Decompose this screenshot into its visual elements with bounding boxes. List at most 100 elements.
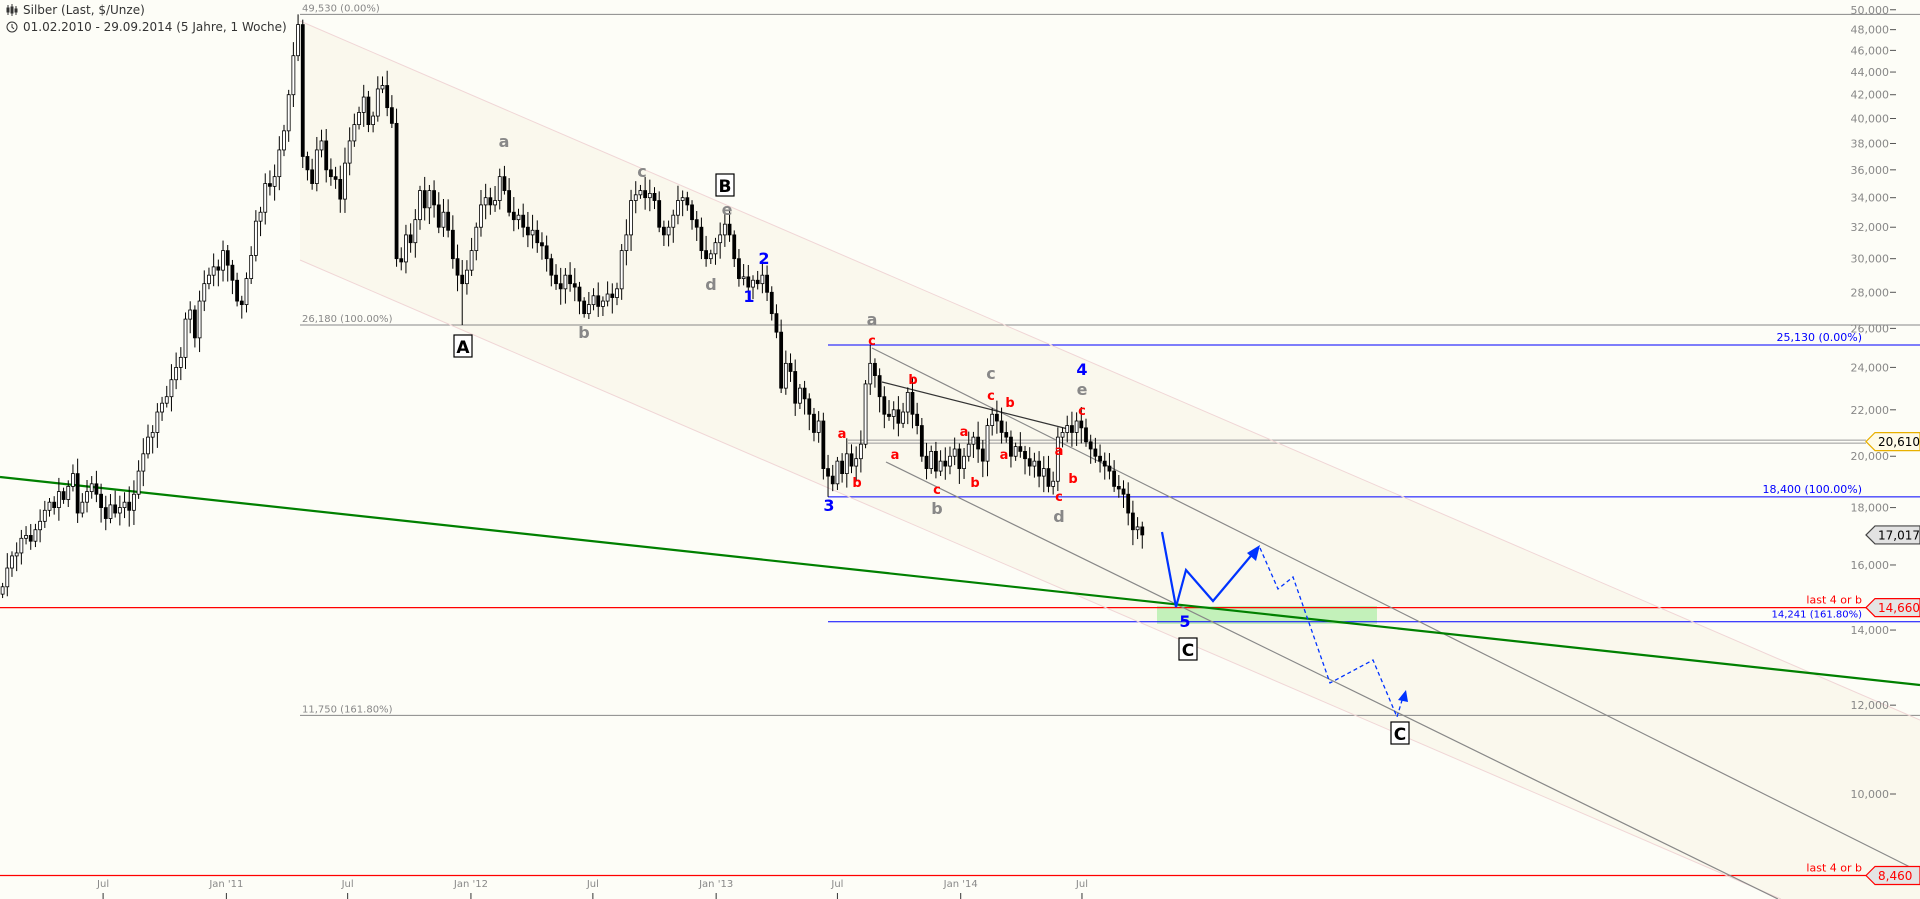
wave-label: c: [986, 364, 995, 383]
candle-body-down: [1140, 526, 1145, 536]
candle-body-up: [624, 234, 629, 252]
candle: [42, 500, 47, 528]
candle-body-down: [1084, 427, 1088, 443]
candle: [737, 249, 741, 287]
candle: [1140, 521, 1145, 549]
candle: [882, 386, 887, 429]
wave-label: 3: [823, 496, 834, 515]
y-axis-tick-label: 30,000: [1851, 253, 1890, 266]
candle-body-up: [483, 197, 488, 206]
candle-body-down: [366, 96, 371, 126]
candle: [929, 445, 934, 474]
candle: [14, 542, 19, 572]
candle: [638, 184, 643, 199]
candle-body-down: [216, 266, 221, 271]
candle-body-up: [178, 356, 183, 368]
candle: [718, 222, 723, 259]
wave-label: c: [1078, 404, 1086, 419]
fib-level-label: 26,180 (100.00%): [302, 314, 393, 325]
candle: [732, 230, 737, 267]
x-axis-tick-label: Jul: [586, 879, 599, 890]
candle-body-up: [10, 555, 14, 569]
candle: [774, 304, 779, 339]
candle-body-up: [591, 295, 596, 306]
candle-body-up: [5, 567, 10, 588]
candle-body-up: [258, 211, 263, 222]
wave-label: 5: [1179, 612, 1190, 631]
wave-label-box: [715, 173, 735, 197]
candle-body-down: [896, 409, 901, 424]
candle: [347, 127, 352, 176]
candle-body-down: [577, 286, 582, 302]
candle: [657, 191, 662, 233]
candle-body-up: [296, 24, 300, 57]
candle: [863, 380, 868, 449]
price-tag-label: 14,660: [1878, 601, 1920, 615]
candle-body-down: [1070, 425, 1074, 433]
y-axis-tick-label: 16,000: [1851, 559, 1890, 572]
candle-body-up: [671, 214, 676, 228]
candle: [971, 431, 976, 458]
candle-body-down: [826, 468, 830, 477]
candle: [389, 95, 394, 129]
candle-body-up: [990, 413, 995, 426]
candle-body-up: [905, 391, 910, 413]
candle-body-up: [647, 192, 652, 199]
candle: [563, 268, 568, 304]
candle: [765, 265, 769, 302]
candle: [446, 199, 451, 238]
candle: [493, 185, 497, 212]
candle-body-up: [122, 501, 127, 508]
y-axis-tick-label: 36,000: [1851, 164, 1890, 177]
candle: [1112, 460, 1117, 492]
y-axis-tick-label: 50,000: [1851, 4, 1890, 17]
candle-body-up: [713, 242, 718, 255]
candle: [704, 235, 708, 267]
candle: [938, 450, 943, 476]
y-axis-tick-label: 46,000: [1851, 44, 1890, 57]
wave-label: a: [891, 448, 900, 463]
candle-body-up: [291, 55, 296, 96]
y-axis-tick-label: 32,000: [1851, 221, 1890, 234]
candle: [103, 495, 108, 531]
candle: [483, 183, 488, 220]
candle: [38, 509, 43, 543]
candle-body-up: [85, 491, 89, 503]
candle: [826, 454, 830, 497]
candle-body-up: [253, 220, 258, 256]
candle-body-up: [680, 197, 685, 201]
candle: [1004, 421, 1009, 443]
wave-label: c: [933, 483, 941, 498]
candle: [404, 224, 408, 274]
candle: [427, 184, 432, 225]
candle-body-down: [328, 169, 333, 178]
candle: [1126, 482, 1131, 526]
candle: [380, 76, 385, 94]
candle-body-up: [71, 473, 75, 487]
wave-label-box: [1178, 637, 1198, 661]
candle: [666, 220, 671, 247]
wave-label: b: [970, 476, 979, 491]
candle-body-up: [413, 219, 418, 244]
candle: [465, 260, 469, 295]
candle-body-down: [849, 453, 854, 467]
candle-body-down: [333, 176, 338, 180]
candle-body-up: [211, 266, 216, 276]
fib-level-label: 14,241 (161.80%): [1772, 610, 1863, 621]
candle: [751, 275, 755, 299]
candle: [919, 418, 924, 462]
candle: [816, 411, 821, 443]
candle-body-up: [530, 229, 535, 236]
candle-body-down: [746, 276, 751, 288]
y-axis-tick-label: 42,000: [1851, 89, 1890, 102]
candle-body-down: [460, 274, 465, 285]
candle-body-down: [812, 413, 816, 433]
candle: [375, 76, 380, 122]
candle: [1065, 415, 1070, 443]
candle: [694, 210, 699, 241]
triangle-upper-line: [881, 381, 1069, 430]
candle-body-down: [525, 226, 530, 236]
candle-body-up: [844, 453, 849, 475]
candle: [314, 136, 319, 192]
